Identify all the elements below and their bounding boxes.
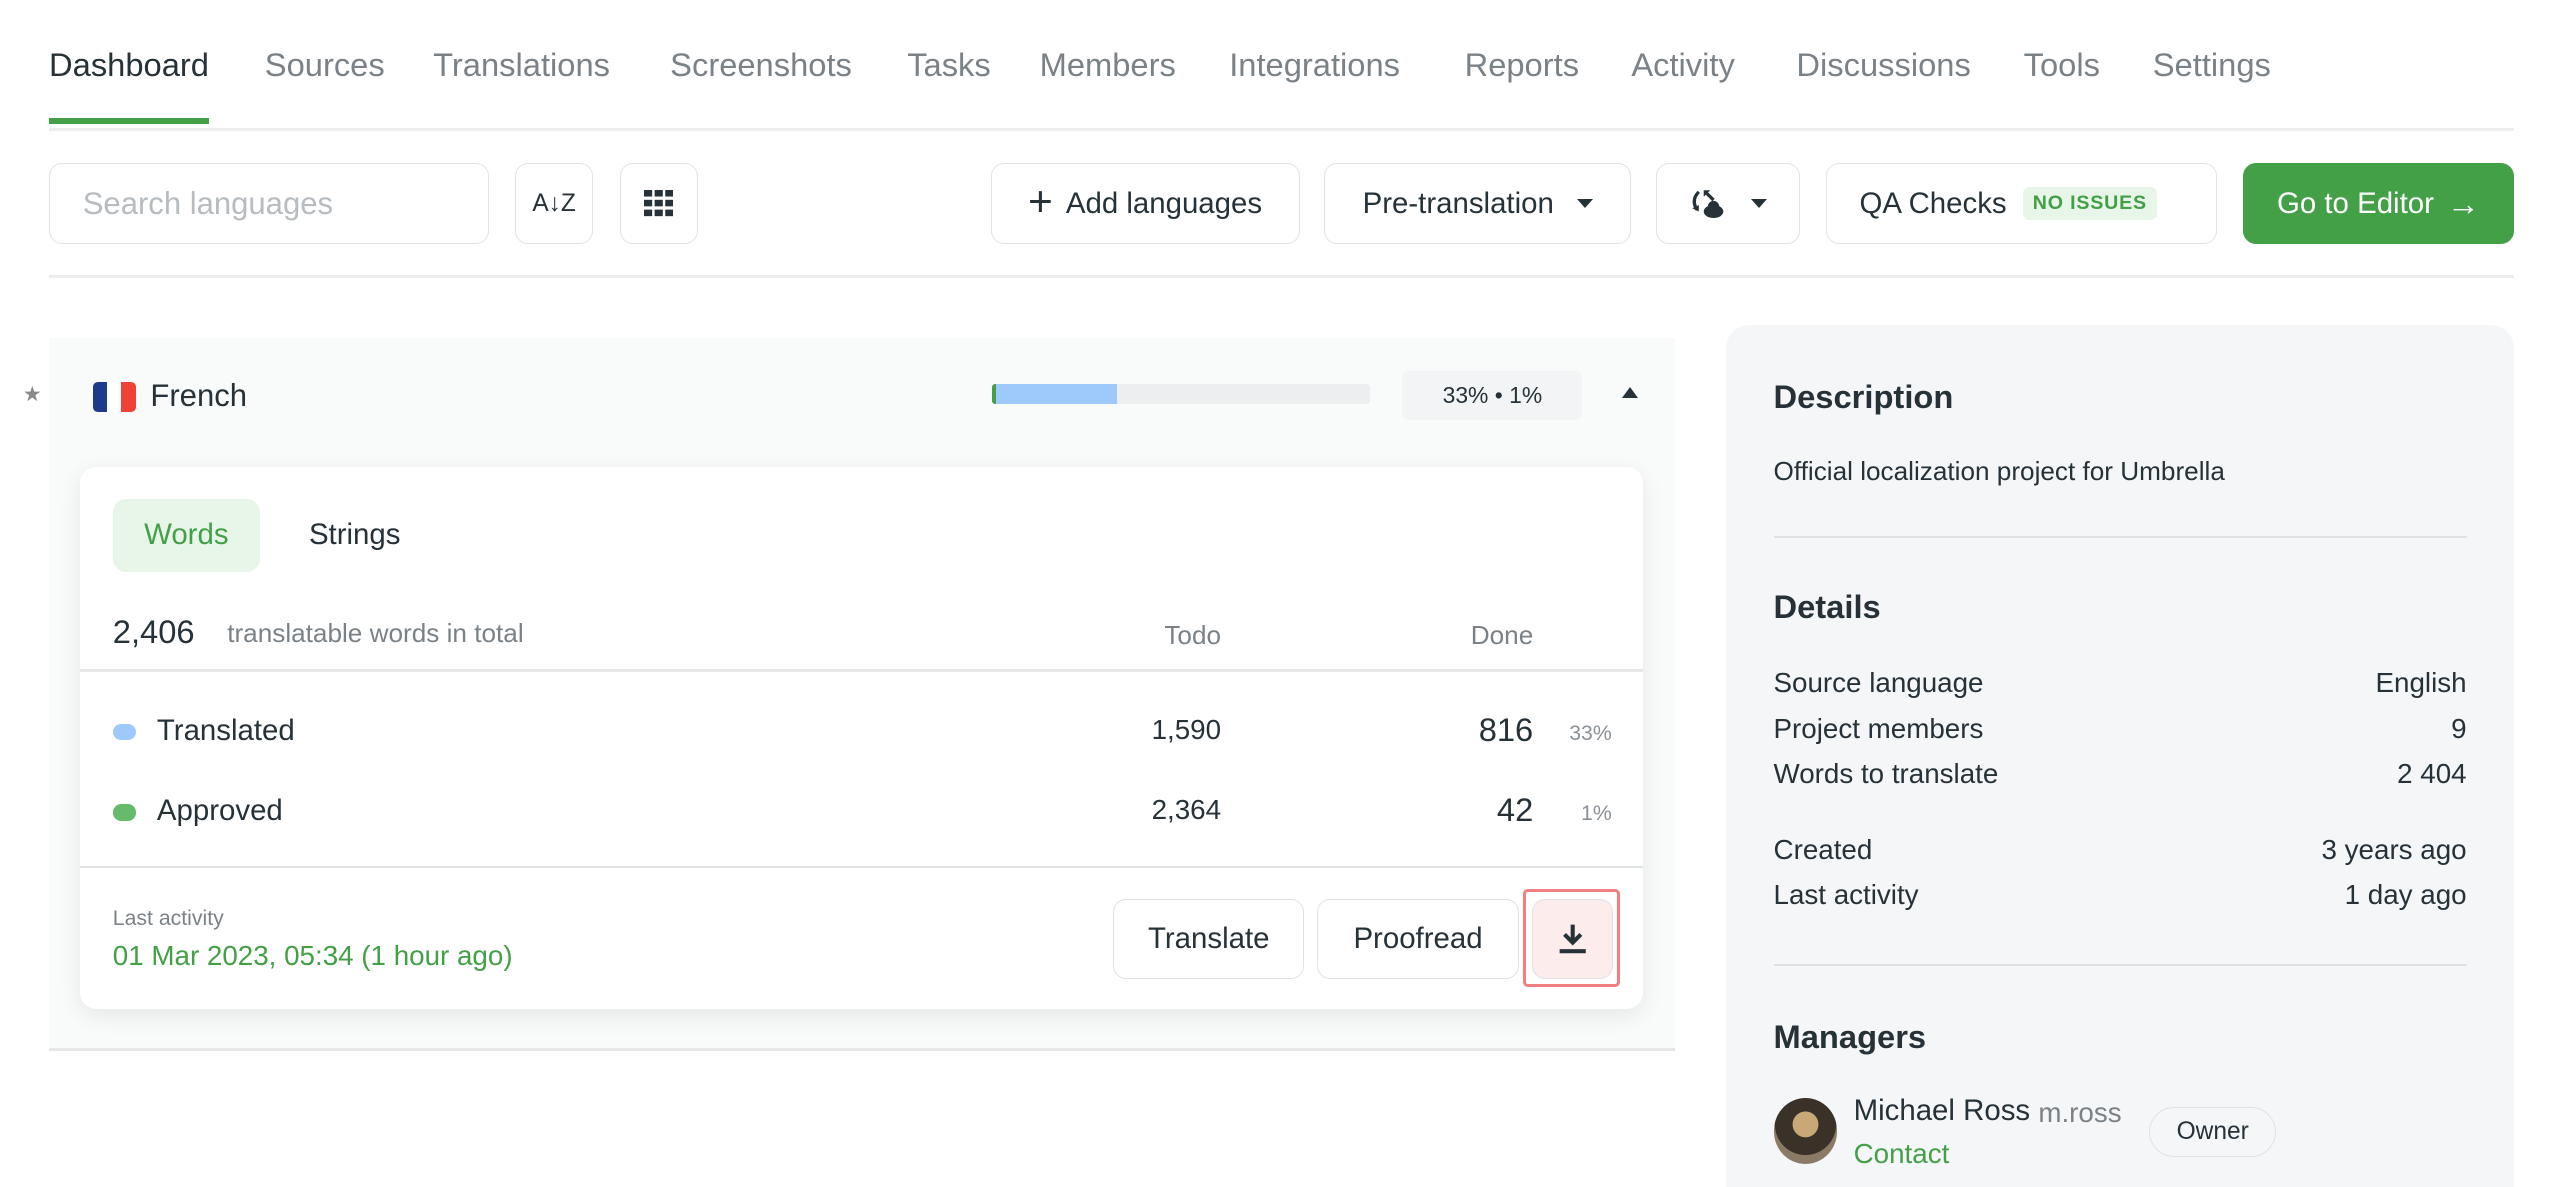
divider [49,274,2514,278]
sort-az-icon: A↓Z [532,189,576,217]
go-to-editor-button[interactable]: Go to Editor → [2242,163,2514,244]
go-to-editor-label: Go to Editor [2276,186,2434,220]
star-icon[interactable]: ★ [22,382,42,407]
row-todo: 2,364 [1151,794,1222,826]
plus-icon: + [1027,179,1053,227]
description-title: Description [1773,377,1954,415]
tab-discussions[interactable]: Discussions [1796,45,1971,83]
add-languages-button[interactable]: + Add languages [990,163,1300,244]
detail-key: Last activity [1773,879,1919,911]
pretranslation-label: Pre-translation [1362,186,1554,220]
detail-key: Words to translate [1773,758,1999,790]
manager-name[interactable]: Michael Ross [1853,1093,2031,1127]
tab-integrations[interactable]: Integrations [1229,45,1401,83]
detail-key: Project members [1773,712,1984,744]
tab-tasks[interactable]: Tasks [907,45,991,83]
add-languages-label: Add languages [1065,186,1263,220]
project-sidebar: Description Official localization projec… [1726,325,2514,1187]
tab-settings[interactable]: Settings [2152,45,2271,83]
translated-dot-icon [112,724,136,741]
tab-members[interactable]: Members [1039,45,1176,83]
detail-value: 1 day ago [2344,879,2467,911]
divider [1773,536,2467,538]
row-label: Translated [156,714,295,748]
main-tabs: Dashboard Sources Translations Screensho… [49,0,2514,131]
contact-link[interactable]: Contact [1853,1137,1950,1169]
manager-avatar[interactable] [1773,1098,1838,1164]
row-pct: 1% [1581,800,1612,825]
owner-badge: Owner [2149,1106,2276,1158]
arrow-right-icon: → [2446,184,2480,222]
progress-bar [992,384,1370,404]
translated-progress-fill [992,384,1117,404]
tab-activity[interactable]: Activity [1631,45,1735,83]
manager-username: m.ross [2038,1096,2122,1128]
managers-title: Managers [1773,1018,1927,1056]
tab-strings[interactable]: Strings [308,518,401,552]
details-title: Details [1773,588,1881,626]
pretranslation-dropdown[interactable]: Pre-translation [1324,163,1632,244]
qa-checks-button[interactable]: QA Checks NO ISSUES [1825,163,2217,244]
detail-key: Source language [1773,666,1984,698]
tab-tools[interactable]: Tools [2023,45,2100,83]
detail-value: 2 404 [2397,758,2467,790]
detail-value: English [2375,666,2467,698]
total-words: 2,406 [112,612,195,650]
detail-key: Created [1773,833,1873,865]
qa-status-badge: NO ISSUES [2022,187,2157,220]
last-activity-value: 01 Mar 2023, 05:34 (1 hour ago) [112,939,513,971]
row-todo: 1,590 [1151,714,1222,746]
divider [80,866,1643,868]
sort-button[interactable]: A↓Z [514,163,594,244]
tab-sources[interactable]: Sources [264,45,385,83]
divider [80,668,1643,672]
tab-reports[interactable]: Reports [1464,45,1580,83]
row-done: 816 [1478,711,1534,749]
tab-dashboard[interactable]: Dashboard [49,45,209,126]
grid-icon [644,190,674,217]
download-icon [1559,924,1586,953]
total-words-label: translatable words in total [227,617,524,648]
grid-view-button[interactable] [619,163,698,244]
download-button[interactable] [1531,899,1614,980]
row-pct: 33% [1569,720,1612,745]
detail-value: 9 [2451,712,2467,744]
description-text: Official localization project for Umbrel… [1773,456,2225,487]
search-languages-input[interactable] [49,163,489,244]
translate-button[interactable]: Translate [1113,899,1305,980]
france-flag-icon [93,382,136,412]
row-label: Approved [156,794,283,828]
col-todo: Todo [1164,619,1222,650]
collapse-caret-icon[interactable] [1621,387,1638,399]
qa-checks-label: QA Checks [1859,186,2007,220]
detail-value: 3 years ago [2321,833,2467,865]
tab-words[interactable]: Words [112,498,260,573]
last-activity-label: Last activity [112,905,224,930]
tab-screenshots[interactable]: Screenshots [670,45,852,83]
chevron-down-icon [1750,199,1767,208]
proofread-button[interactable]: Proofread [1317,899,1519,980]
cloud-sync-icon [1691,190,1724,219]
approved-dot-icon [112,804,136,821]
sync-dropdown[interactable] [1655,163,1800,244]
chevron-down-icon [1576,199,1593,208]
tab-translations[interactable]: Translations [433,45,610,83]
language-name[interactable]: French [150,377,248,413]
col-done: Done [1470,619,1534,650]
approved-progress-fill [992,384,996,404]
progress-badge: 33% • 1% [1402,371,1583,421]
divider [1773,964,2467,967]
highlight-box [1523,889,1620,988]
row-done: 42 [1496,791,1534,829]
